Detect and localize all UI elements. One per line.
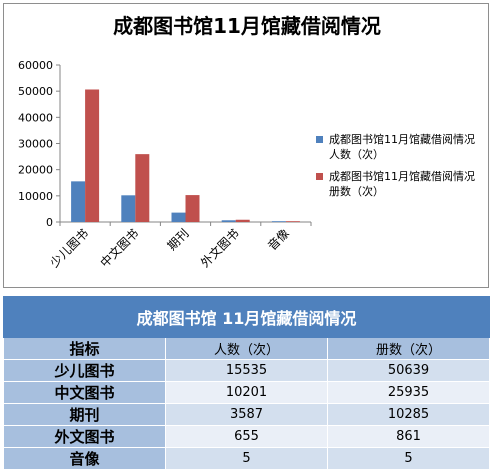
- bar: [185, 195, 200, 222]
- chart-panel: 成都图书馆11月馆藏借阅情况 0 10000 20000 30000 40000 5000…: [3, 3, 489, 288]
- table-row: 音像 5 5: [3, 447, 491, 470]
- y-tick-label: 10000: [18, 190, 53, 203]
- header-indicator: 指标: [3, 337, 166, 360]
- x-tick-label: 少儿图书: [47, 226, 91, 270]
- x-tick-label: 期刊: [165, 226, 192, 253]
- legend-label-volumes: 成都图书馆11月馆藏借阅情况 册数（次）: [329, 170, 475, 198]
- bar: [135, 154, 150, 222]
- row-volumes: 5: [326, 447, 491, 470]
- y-tick-label: 60000: [18, 59, 53, 72]
- table-header-row: 指标 人数（次） 册数（次）: [3, 337, 491, 360]
- table-row: 中文图书 10201 25935: [3, 381, 491, 404]
- x-tick-label: 音像: [264, 226, 292, 254]
- bar-chart: 0 10000 20000 30000 40000 50000 60000 少儿图书 中文图书期…: [18, 59, 312, 271]
- row-people: 3587: [165, 403, 328, 426]
- row-label: 外文图书: [3, 425, 166, 448]
- table-row: 期刊 3587 10285: [3, 403, 491, 426]
- bar: [235, 219, 250, 222]
- bar: [271, 221, 286, 222]
- row-people: 10201: [165, 381, 328, 404]
- row-people: 15535: [165, 359, 328, 382]
- row-people: 655: [165, 425, 328, 448]
- row-volumes: 10285: [326, 403, 491, 426]
- bar: [85, 89, 100, 222]
- row-label: 音像: [3, 447, 166, 470]
- chart-title: 成都图书馆11月馆藏借阅情况: [113, 14, 381, 38]
- legend-swatch-people: [316, 136, 323, 143]
- data-table: 成都图书馆 11月馆藏借阅情况 指标 人数（次） 册数（次） 少儿图书 1553…: [2, 296, 491, 470]
- y-tick-label: 50000: [18, 85, 53, 98]
- header-volumes: 册数（次）: [326, 337, 491, 360]
- table-row: 外文图书 655 861: [3, 425, 491, 448]
- row-label: 少儿图书: [3, 359, 166, 382]
- row-volumes: 25935: [326, 381, 491, 404]
- y-tick-label: 0: [46, 216, 53, 229]
- row-volumes: 861: [326, 425, 491, 448]
- bar: [221, 220, 236, 222]
- data-table-panel: 成都图书馆 11月馆藏借阅情况 指标 人数（次） 册数（次） 少儿图书 1553…: [2, 296, 491, 470]
- bar: [285, 221, 300, 222]
- row-volumes: 50639: [326, 359, 491, 382]
- bar: [171, 212, 186, 222]
- table-title: 成都图书馆 11月馆藏借阅情况: [2, 296, 491, 338]
- x-tick-label: 中文图书: [97, 226, 142, 271]
- y-tick-label: 40000: [18, 111, 53, 124]
- row-label: 期刊: [3, 403, 166, 426]
- row-label: 中文图书: [3, 381, 166, 404]
- legend-label-people: 成都图书馆11月馆藏借阅情况 人数（次）: [329, 133, 475, 161]
- bar: [121, 195, 136, 222]
- table-row: 少儿图书 15535 50639: [3, 359, 491, 382]
- y-tick-label: 20000: [18, 164, 53, 177]
- legend-swatch-volumes: [316, 173, 323, 180]
- header-people: 人数（次）: [165, 337, 328, 360]
- bar: [71, 181, 86, 222]
- y-tick-label: 30000: [18, 138, 53, 151]
- row-people: 5: [165, 447, 328, 470]
- x-tick-label: 外文图书: [197, 226, 242, 271]
